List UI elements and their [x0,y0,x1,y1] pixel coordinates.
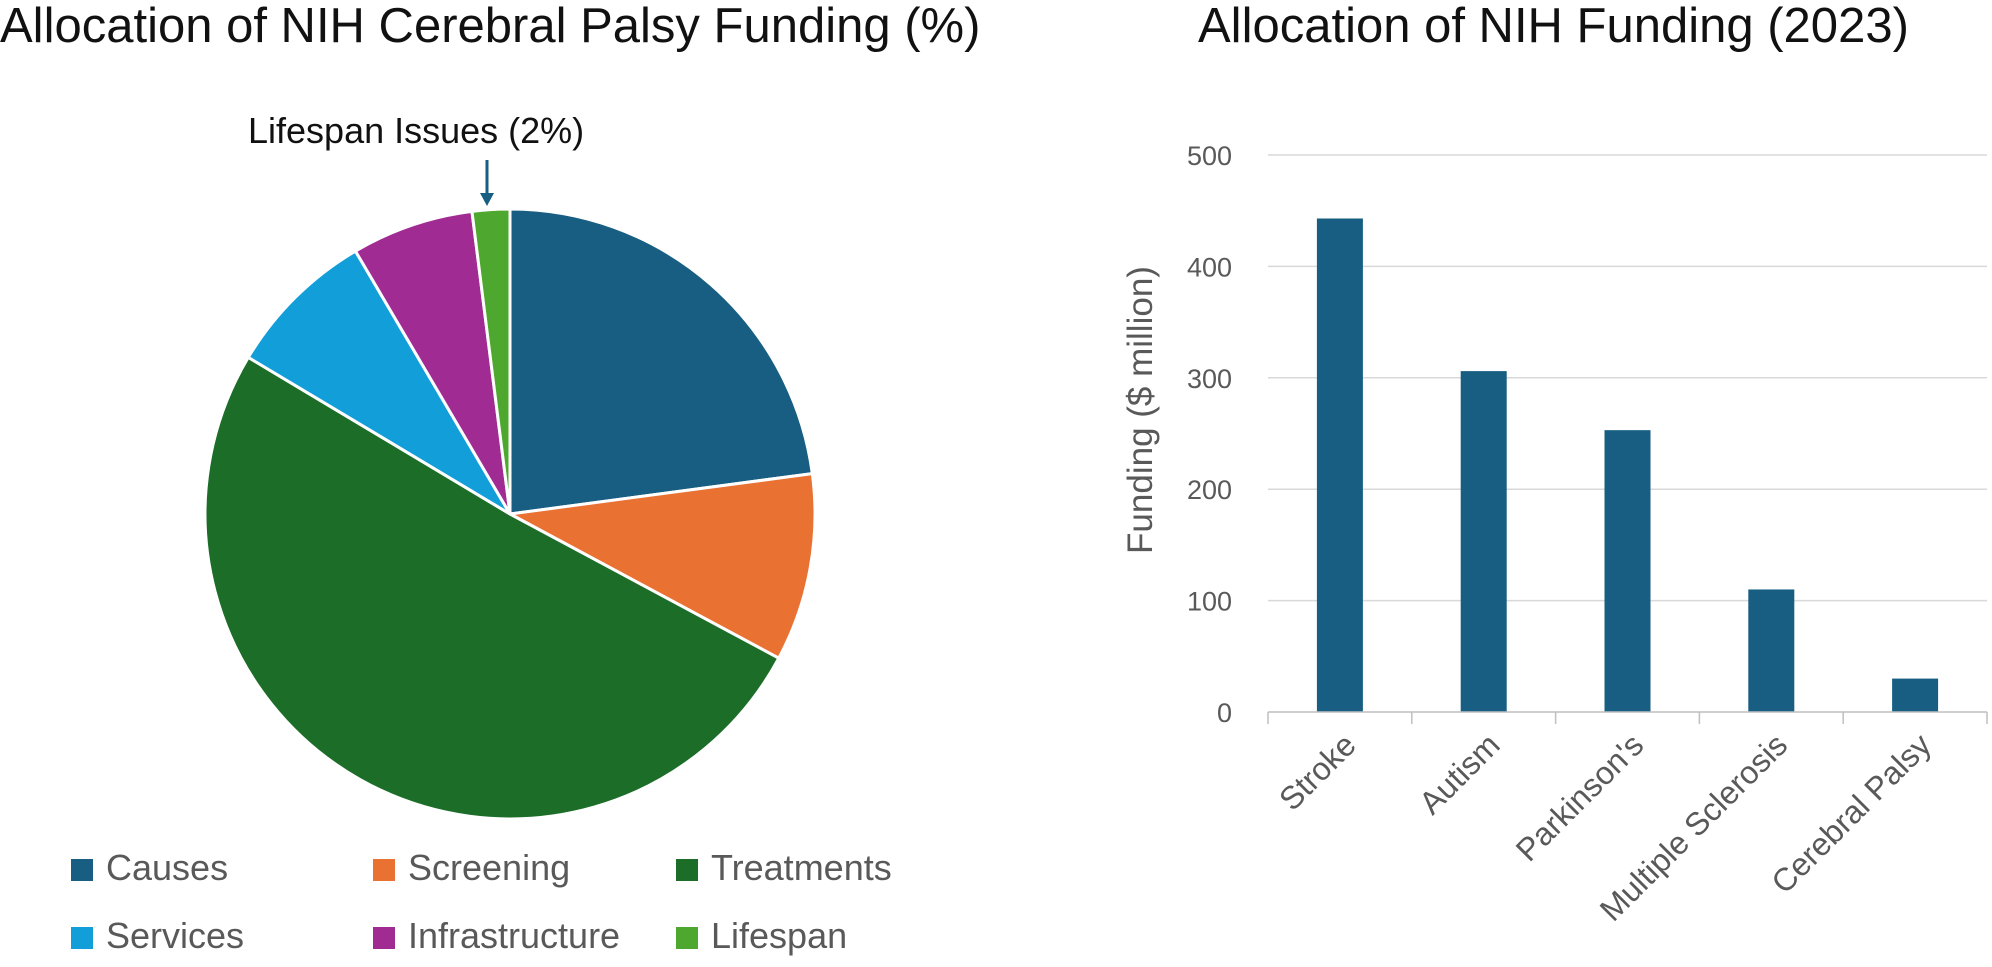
bar-x-axis [1267,711,1988,724]
callout-arrow-head [480,193,494,206]
pie-slice-services [246,249,512,516]
pie-callout: Lifespan Issues (2%) [248,110,584,206]
legend-swatch [676,859,698,881]
category-label-autism: Autism [1412,726,1507,821]
pie-slice-treatments [203,355,781,821]
y-tick-label: 100 [1187,587,1232,617]
bar-series [1316,218,1939,713]
category-label-stroke: Stroke [1272,726,1363,817]
pie-slice-infrastructure [353,209,512,516]
bar-chart: Allocation of NIH Funding (2023) 0 100 200… [1121,0,1988,928]
bar-autism [1460,371,1507,712]
legend-item-lifespan: Lifespan [676,915,847,956]
legend-swatch [373,859,395,881]
category-label-parkinson-s: Parkinson's [1509,726,1651,868]
pie-legend: Causes Screening Treatments Services Infrast… [71,847,892,956]
legend-item-services: Services [71,915,244,956]
legend-item-infrastructure: Infrastructure [373,915,620,956]
legend-swatch [71,927,93,949]
y-tick-label: 500 [1187,141,1232,171]
y-tick-label: 200 [1187,475,1232,505]
legend-item-treatments: Treatments [676,847,892,888]
pie-chart-title: Allocation of NIH Cerebral Palsy Funding… [0,0,980,53]
pie-slice-causes [508,207,814,516]
legend-item-screening: Screening [373,847,570,888]
legend-item-causes: Causes [71,847,228,888]
legend-swatch [676,927,698,949]
y-tick-label: 0 [1217,698,1232,728]
legend-label: Causes [106,847,228,888]
bar-y-axis-title: Funding ($ million) [1121,266,1160,554]
bar-stroke [1316,218,1363,713]
legend-label: Screening [408,847,570,888]
legend-swatch [71,859,93,881]
y-tick-label: 400 [1187,252,1232,282]
legend-label: Treatments [711,847,892,888]
legend-swatch [373,927,395,949]
pie-callout-label: Lifespan Issues (2%) [248,110,584,151]
pie-slice-lifespan [470,207,512,516]
pie-chart: Allocation of NIH Cerebral Palsy Funding… [0,0,980,956]
y-tick-label: 300 [1187,364,1232,394]
bar-multiple-sclerosis [1748,589,1795,712]
bar-chart-title: Allocation of NIH Funding (2023) [1198,0,1909,53]
legend-label: Lifespan [711,915,847,956]
bar-parkinson-s [1604,430,1651,712]
bar-y-tick-labels: 0 100 200 300 400 500 [1187,141,1232,728]
pie-slices [203,207,817,821]
pie-slice-screening [508,472,817,660]
bar-cerebral-palsy [1892,678,1939,712]
legend-label: Infrastructure [408,915,620,956]
legend-label: Services [106,915,244,956]
